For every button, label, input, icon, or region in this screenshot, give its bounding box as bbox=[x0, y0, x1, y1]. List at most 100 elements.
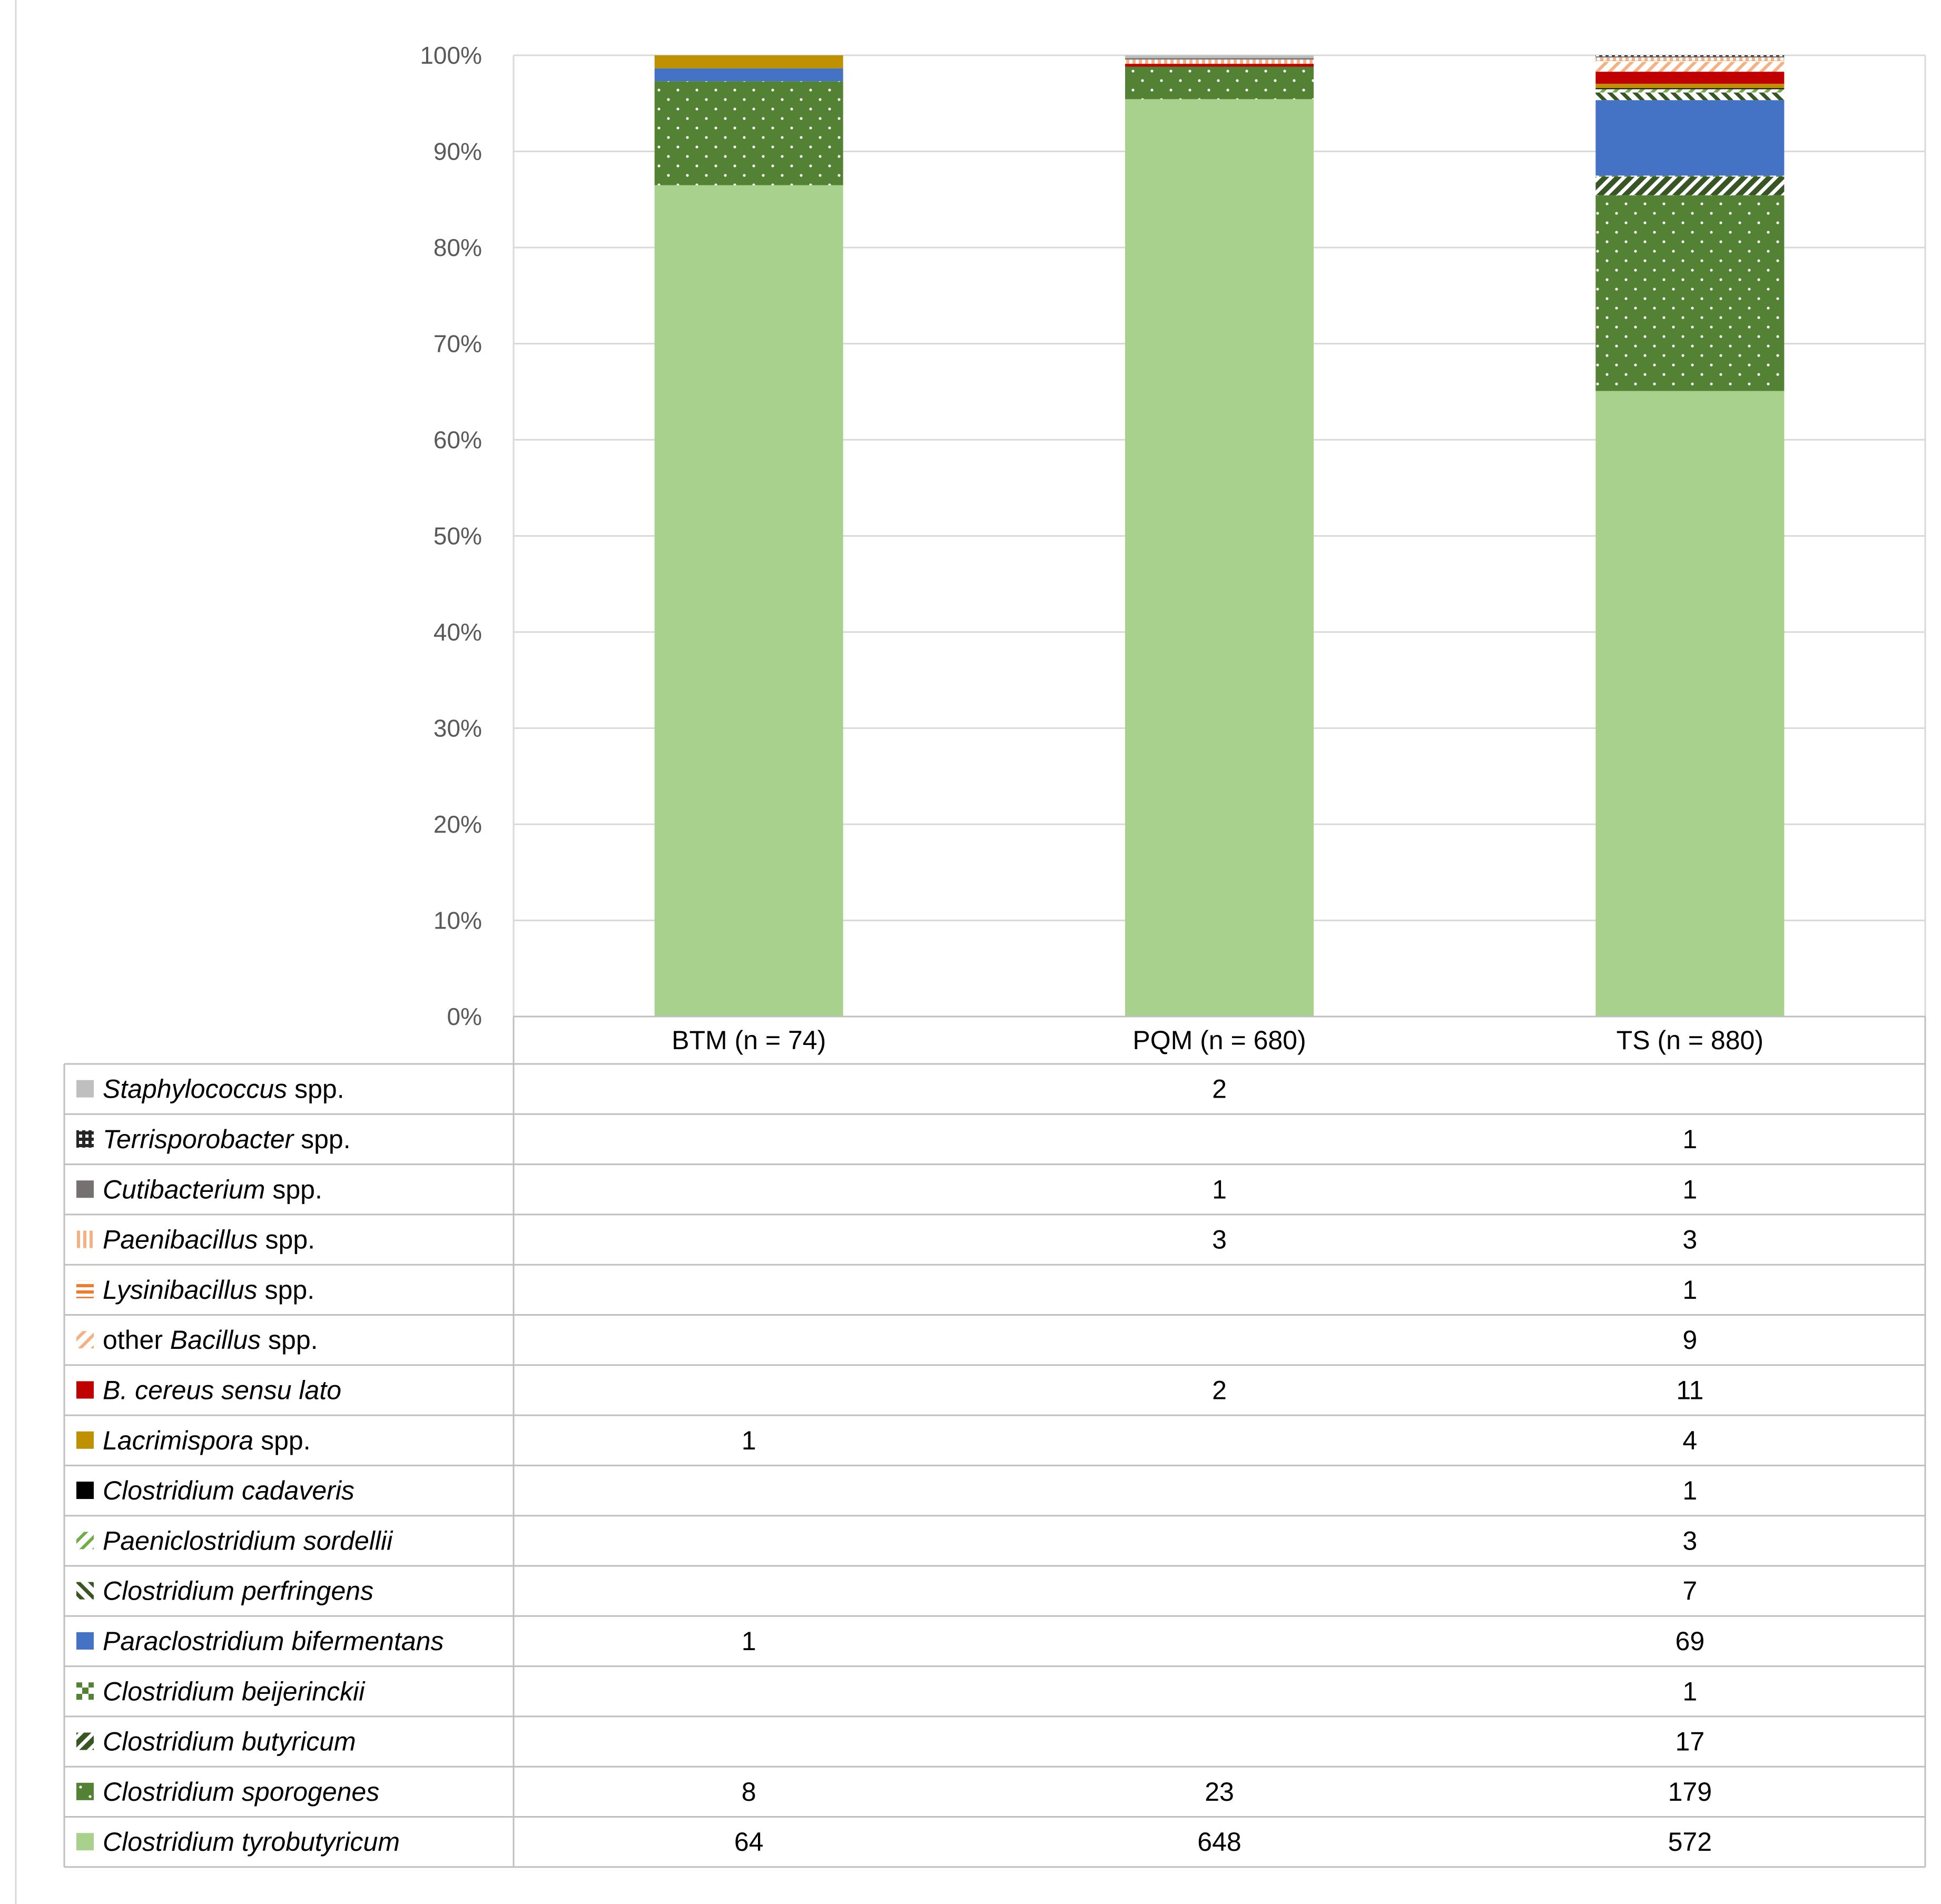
category-label: BTM (n = 74) bbox=[672, 1025, 826, 1055]
table-cell: 648 bbox=[1197, 1827, 1241, 1857]
table-cell: 1 bbox=[1212, 1175, 1227, 1204]
series-label-terri: Terrisporobacter spp. bbox=[103, 1124, 351, 1154]
table-cell: 2 bbox=[1212, 1074, 1227, 1104]
table-cell: 1 bbox=[742, 1626, 756, 1656]
bar-segment-staph-1 bbox=[1125, 55, 1314, 58]
legend-key-lacri bbox=[76, 1431, 94, 1449]
series-label-cuti: Cutibacterium spp. bbox=[103, 1175, 322, 1204]
bar-segment-sporo-0 bbox=[654, 81, 843, 185]
legend-key-parac bbox=[76, 1632, 94, 1650]
y-tick-label: 30% bbox=[433, 715, 482, 742]
legend-key-staph bbox=[76, 1080, 94, 1098]
series-label-staph: Staphylococcus spp. bbox=[103, 1074, 344, 1104]
series-label-lysi: Lysinibacillus spp. bbox=[103, 1275, 314, 1305]
category-label: TS (n = 880) bbox=[1617, 1025, 1763, 1055]
table-cell: 3 bbox=[1682, 1225, 1697, 1255]
y-tick-label: 80% bbox=[433, 234, 482, 261]
table-cell: 8 bbox=[742, 1777, 756, 1807]
table-cell: 3 bbox=[1212, 1225, 1227, 1255]
table-cell: 23 bbox=[1205, 1777, 1234, 1807]
bar-segment-bcer-2 bbox=[1595, 72, 1785, 84]
bar-segment-sporo-2 bbox=[1595, 195, 1785, 391]
legend-key-tyro bbox=[76, 1833, 94, 1851]
legend-key-lysi bbox=[76, 1280, 94, 1298]
series-label-parac: Paraclostridium bifermentans bbox=[103, 1626, 444, 1656]
bar-segment-tyro-2 bbox=[1595, 391, 1785, 1017]
table-cell: 1 bbox=[1682, 1476, 1697, 1505]
table-cell: 1 bbox=[1682, 1676, 1697, 1706]
category-label: PQM (n = 680) bbox=[1132, 1025, 1306, 1055]
legend-key-beije bbox=[76, 1682, 94, 1700]
series-label-perf: Clostridium perfringens bbox=[103, 1576, 373, 1606]
legend-key-cuti bbox=[76, 1180, 94, 1198]
table-cell: 4 bbox=[1682, 1426, 1697, 1455]
bar-segment-bcer-1 bbox=[1125, 64, 1314, 67]
bar-segment-perf-2 bbox=[1595, 92, 1785, 101]
table-cell: 1 bbox=[742, 1426, 756, 1455]
legend-key-buty bbox=[76, 1732, 94, 1750]
table-cell: 179 bbox=[1668, 1777, 1712, 1807]
data-table: BTM (n = 74) PQM (n = 680) TS (n = 880) Sta… bbox=[15, 0, 1926, 1904]
legend-key-sord bbox=[76, 1532, 94, 1550]
legend-key-terri bbox=[76, 1130, 94, 1148]
y-tick-label: 40% bbox=[433, 618, 482, 646]
y-tick-label: 20% bbox=[433, 811, 482, 838]
bar-segment-terri-2 bbox=[1595, 55, 1785, 57]
table-cell: 1 bbox=[1682, 1275, 1697, 1305]
bar-segment-buty-2 bbox=[1595, 176, 1785, 195]
y-tick-label: 100% bbox=[420, 42, 482, 69]
series-label-cada: Clostridium cadaveris bbox=[103, 1476, 354, 1505]
legend-key-paeni bbox=[76, 1230, 94, 1248]
axes: 0% 10% 20% 30% 40% 50% 60% 70% 80% 90% 100% bbox=[420, 42, 482, 1030]
y-tick-label: 70% bbox=[433, 330, 482, 358]
table-cell: 2 bbox=[1212, 1375, 1227, 1405]
y-tick-label: 90% bbox=[433, 138, 482, 165]
series-label-tyro: Clostridium tyrobutyricum bbox=[103, 1827, 400, 1857]
bar-segment-paeni-1 bbox=[1125, 60, 1314, 64]
table-cell: 7 bbox=[1682, 1576, 1697, 1606]
bars bbox=[654, 55, 1785, 1017]
series-label-lacri: Lacrimispora spp. bbox=[103, 1426, 311, 1455]
bar-segment-tyro-1 bbox=[1125, 99, 1314, 1017]
bar-segment-lacri-2 bbox=[1595, 83, 1785, 88]
bar-segment-paeni-2 bbox=[1595, 57, 1785, 61]
table-cell: 69 bbox=[1676, 1626, 1705, 1656]
legend-key-obac bbox=[76, 1331, 94, 1349]
series-label-paeni: Paenibacillus spp. bbox=[103, 1225, 315, 1255]
y-tick-label: 50% bbox=[433, 522, 482, 550]
series-label-buty: Clostridium butyricum bbox=[103, 1727, 356, 1757]
series-label-beije: Clostridium beijerinckii bbox=[103, 1676, 366, 1706]
bar-segment-cuti-2 bbox=[1595, 56, 1785, 58]
legend-key-sporo bbox=[76, 1782, 94, 1800]
legend-key-perf bbox=[76, 1582, 94, 1600]
bar-segment-sord-2 bbox=[1595, 89, 1785, 93]
series-label-obac: other Bacillus spp. bbox=[103, 1325, 318, 1355]
bar-segment-sporo-1 bbox=[1125, 66, 1314, 100]
bar-segment-cuti-1 bbox=[1125, 58, 1314, 60]
y-tick-label: 0% bbox=[447, 1003, 482, 1030]
table-cell: 64 bbox=[734, 1827, 764, 1857]
table-cell: 572 bbox=[1668, 1827, 1712, 1857]
y-tick-label: 10% bbox=[433, 907, 482, 934]
bar-segment-tyro-0 bbox=[654, 185, 843, 1017]
table-cell: 3 bbox=[1682, 1526, 1697, 1555]
legend-key-bcer bbox=[76, 1381, 94, 1399]
bar-segment-lysi-2 bbox=[1595, 61, 1785, 62]
bar-segment-lacri-0 bbox=[654, 55, 843, 68]
table-cell: 1 bbox=[1682, 1124, 1697, 1154]
table-cell: 1 bbox=[1682, 1175, 1697, 1204]
bar-segment-parac-2 bbox=[1595, 100, 1785, 176]
bar-segment-beije-2 bbox=[1595, 175, 1785, 177]
legend-key-cada bbox=[76, 1482, 94, 1499]
bar-segment-obac-2 bbox=[1595, 62, 1785, 72]
bar-segment-cada-2 bbox=[1595, 88, 1785, 90]
series-label-sporo: Clostridium sporogenes bbox=[103, 1777, 379, 1807]
table-cell: 9 bbox=[1682, 1325, 1697, 1355]
y-tick-label: 60% bbox=[433, 426, 482, 453]
table-cell: 17 bbox=[1676, 1727, 1705, 1757]
bar-segment-parac-0 bbox=[654, 68, 843, 82]
series-label-bcer: B. cereus sensu lato bbox=[103, 1375, 341, 1405]
table-cell: 11 bbox=[1676, 1375, 1703, 1405]
series-label-sord: Paeniclostridium sordellii bbox=[103, 1526, 393, 1555]
